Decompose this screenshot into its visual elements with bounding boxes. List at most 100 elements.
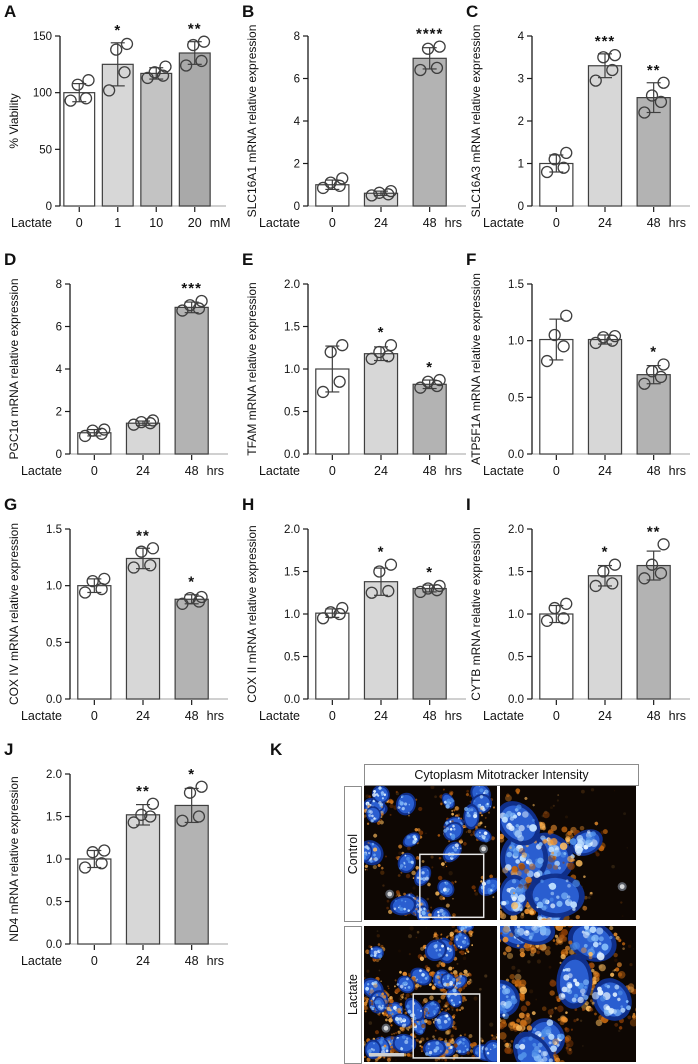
mitotracker-signal (369, 989, 375, 994)
chromatin-speckle (608, 1007, 615, 1014)
mitotracker-signal (440, 937, 443, 940)
chromatin-speckle (442, 911, 446, 916)
mitotracker-signal (542, 811, 550, 819)
chromatin-speckle (404, 1040, 409, 1045)
y-axis-label: % Viability (7, 93, 21, 148)
y-tick-label: 2.0 (284, 524, 300, 536)
y-tick-label: 100 (33, 88, 52, 100)
chromatin-speckle (407, 909, 411, 912)
data-point (557, 161, 570, 174)
chromatin-speckle (450, 797, 454, 801)
chromatin-speckle (427, 1047, 430, 1050)
chromatin-speckle (445, 827, 450, 831)
mitotracker-signal (415, 983, 420, 988)
mitotracker-signal (378, 1013, 381, 1016)
mitotracker-haze (368, 1021, 373, 1025)
chromatin-speckle (533, 927, 540, 934)
chromatin-speckle (408, 836, 411, 839)
panel-letter-D: D (4, 250, 17, 269)
x-tick-label: 24 (598, 216, 612, 230)
chromatin-speckle (456, 847, 459, 850)
mitotracker-signal (557, 1018, 561, 1022)
mitotracker-signal (404, 1011, 408, 1015)
mitotracker-signal (500, 932, 503, 935)
mitotracker-signal (386, 899, 390, 903)
mitotracker-signal (364, 1010, 367, 1013)
mitotracker-signal (421, 860, 425, 863)
mitotracker-signal (496, 1035, 497, 1039)
mitotracker-haze (449, 1035, 453, 1039)
mitotracker-signal (610, 972, 615, 977)
x-axis-prefix: Lactate (21, 709, 62, 723)
data-point (146, 797, 160, 810)
mitotracker-signal (379, 958, 381, 960)
chromatin-speckle (412, 835, 417, 839)
cell (556, 926, 626, 973)
data-point (197, 35, 211, 48)
chromatin-speckle (378, 1005, 381, 1008)
chromatin-speckle (370, 947, 373, 950)
mitotracker-haze (416, 930, 420, 934)
data-point (638, 572, 651, 585)
mitotracker-haze (566, 1043, 570, 1048)
mitotracker-signal (613, 932, 618, 937)
y-axis-label: COX IV mRNA relative expression (7, 523, 21, 705)
mitotracker-signal (381, 866, 384, 870)
chromatin-speckle (500, 1004, 506, 1011)
mitotracker-signal (405, 993, 410, 998)
data-point (333, 375, 346, 388)
mitotracker-signal (370, 1002, 374, 1006)
mitotracker-signal (463, 929, 467, 933)
chromatin-speckle (464, 806, 469, 812)
data-point (365, 352, 378, 365)
mitotracker-signal (470, 833, 473, 837)
chromatin-speckle (506, 888, 511, 893)
mitotracker-signal (379, 818, 382, 821)
mitotracker-signal (463, 842, 467, 846)
data-point (118, 66, 131, 79)
mitotracker-signal (387, 985, 389, 988)
y-tick-label: 4 (518, 31, 525, 43)
mitotracker-signal (462, 986, 466, 990)
chromatin-speckle (522, 1039, 526, 1043)
chromatin-speckle (528, 1036, 533, 1041)
mitotracker-signal (454, 1053, 459, 1059)
mitotracker-signal (488, 811, 490, 814)
chromatin-speckle (505, 1000, 513, 1008)
y-tick-label: 50 (39, 144, 52, 156)
mitotracker-signal (469, 1049, 474, 1053)
chromatin-speckle (566, 895, 571, 899)
mitotracker-haze (595, 1010, 597, 1012)
mitotracker-signal (366, 822, 370, 825)
chromatin-speckle (612, 992, 618, 997)
mitotracker-signal (565, 945, 571, 951)
mitotracker-signal (582, 905, 588, 911)
data-point (540, 614, 554, 627)
mitotracker-signal (454, 929, 458, 933)
mitotracker-signal (452, 913, 456, 917)
chromatin-speckle (446, 947, 450, 950)
chromatin-speckle (383, 793, 387, 797)
chromatin-speckle (474, 1051, 479, 1055)
chromatin-speckle (513, 850, 520, 857)
chromatin-speckle (448, 949, 451, 952)
chromatin-speckle (435, 1046, 440, 1051)
cell (370, 992, 388, 1016)
mitotracker-signal (401, 1008, 404, 1010)
mitotracker-signal (367, 1061, 370, 1062)
mitotracker-signal (365, 865, 368, 867)
chromatin-speckle (398, 905, 401, 908)
x-tick-label: 48 (185, 709, 199, 723)
mitotracker-signal (475, 825, 478, 829)
chromatin-speckle (473, 816, 476, 819)
chromatin-speckle (368, 814, 372, 818)
x-tick-label: 48 (647, 709, 661, 723)
mitotracker-signal (594, 1012, 597, 1016)
data-point (110, 43, 123, 56)
micrograph-control-overview (364, 786, 497, 920)
mitotracker-signal (427, 1020, 432, 1026)
significance-stars: * (188, 574, 195, 591)
chromatin-speckle (567, 884, 571, 888)
mitotracker-haze (451, 1008, 454, 1011)
mitotracker-signal (460, 1006, 464, 1010)
